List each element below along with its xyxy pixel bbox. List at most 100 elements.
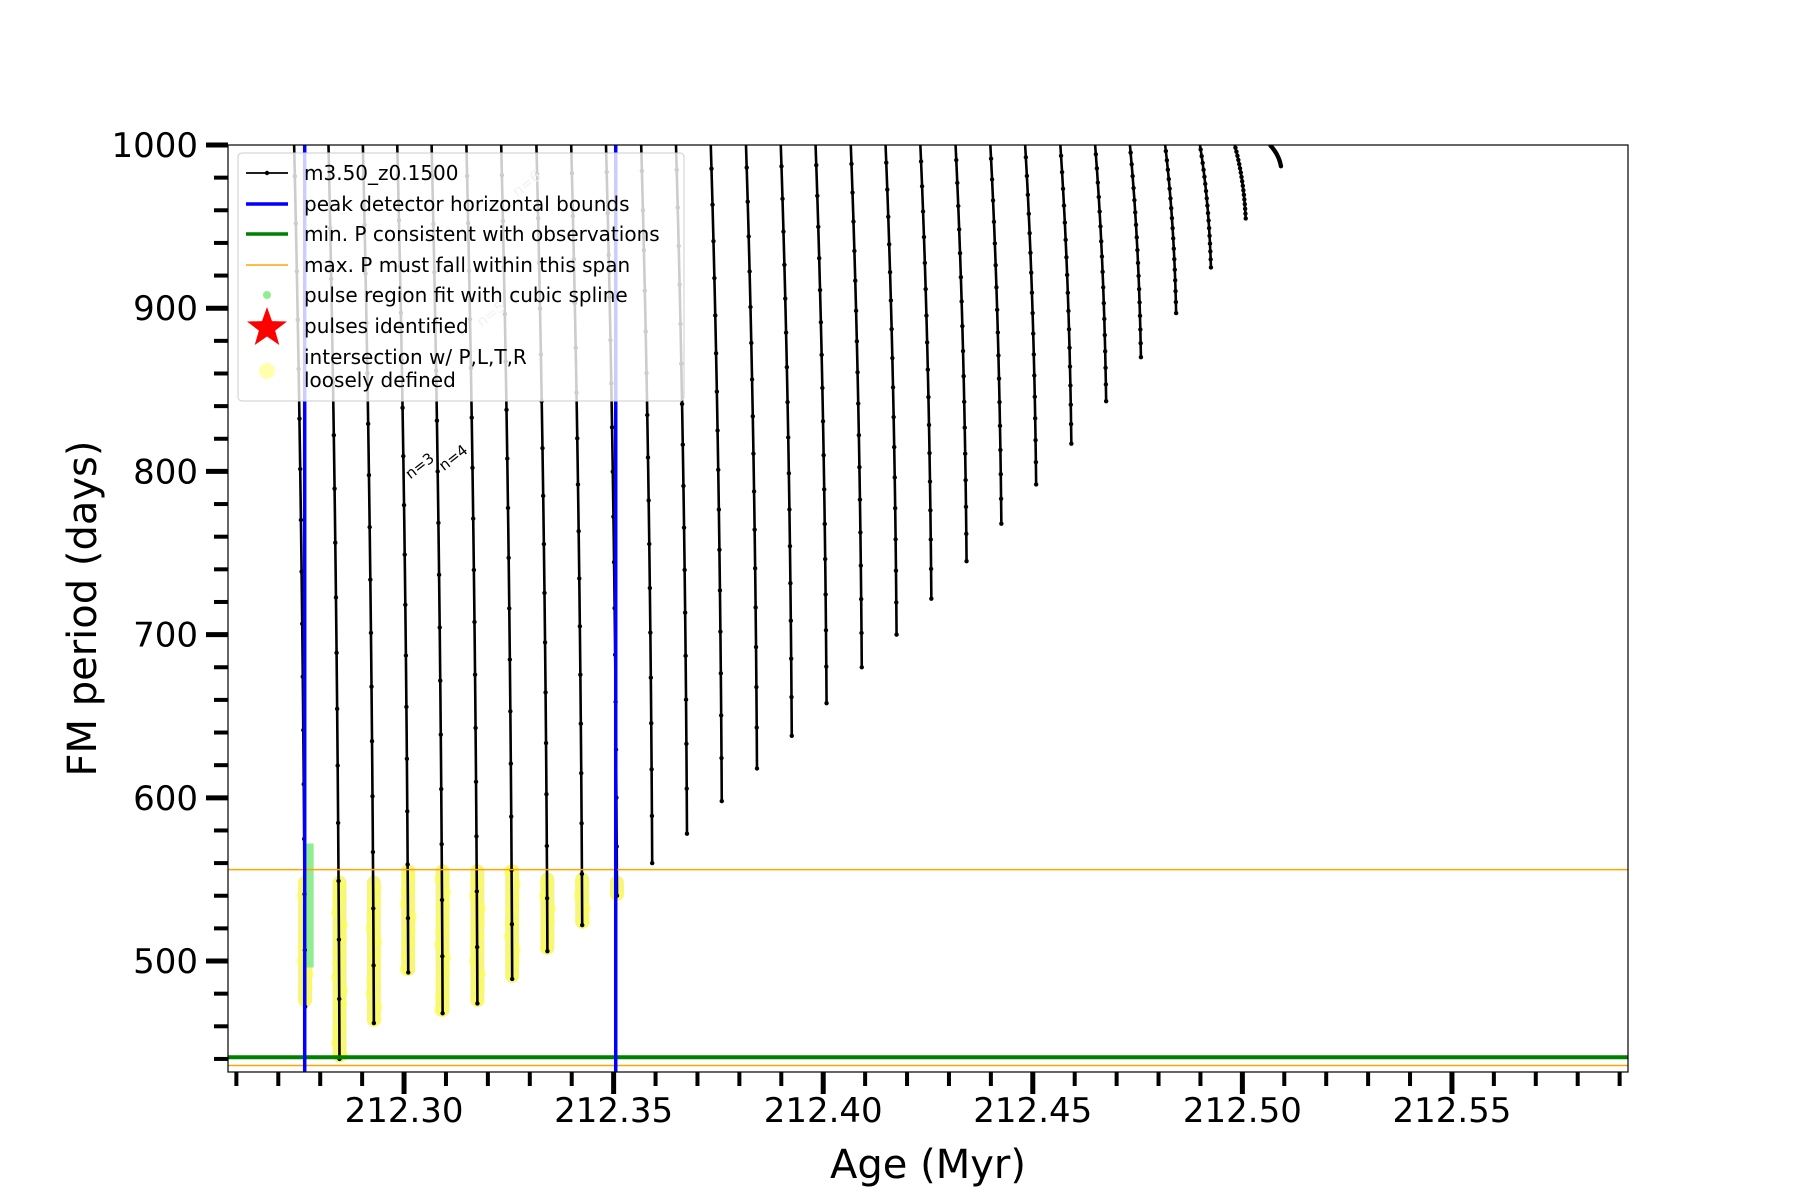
pulse-point xyxy=(683,697,689,702)
pulse-point xyxy=(1202,174,1207,180)
pulse-point xyxy=(1166,176,1171,182)
pulse-point xyxy=(579,922,585,928)
pulse-point xyxy=(1097,209,1102,214)
pulse-point xyxy=(962,399,967,404)
pulse-point xyxy=(336,937,342,942)
pulse-point xyxy=(1268,145,1273,148)
x-tick-label-5: 212.55 xyxy=(1392,1091,1511,1131)
pulse-point xyxy=(816,224,821,230)
pulse-point xyxy=(747,269,752,274)
pulse-point xyxy=(1101,285,1106,290)
pulse-point xyxy=(474,834,479,839)
pulse-point xyxy=(436,520,441,526)
x-tick-label-1: 212.35 xyxy=(554,1091,673,1131)
pulse-point xyxy=(1171,246,1176,251)
pulse-point xyxy=(1138,341,1143,346)
pulse-point xyxy=(859,630,864,636)
pulse-point xyxy=(507,606,512,611)
pulse-point xyxy=(824,664,829,669)
pulse-point xyxy=(1239,174,1244,180)
pulse-point xyxy=(438,732,443,737)
pulse-point xyxy=(1170,226,1175,231)
pulse-point xyxy=(609,425,615,430)
pulse-point xyxy=(577,624,583,629)
pulse-point xyxy=(371,906,376,911)
pulse-point xyxy=(400,405,405,410)
pulse-point xyxy=(894,600,899,605)
pulse-point xyxy=(822,487,827,492)
intersection-point xyxy=(334,918,348,932)
pulse-point xyxy=(858,530,863,535)
pulse-point xyxy=(924,340,930,345)
pulse-point xyxy=(715,428,720,433)
pulse-point xyxy=(369,738,375,744)
pulse-point xyxy=(1137,300,1142,305)
pulse-track-17 xyxy=(884,145,898,635)
pulse-point xyxy=(858,596,864,602)
pulse-point xyxy=(1234,149,1239,154)
pulse-point xyxy=(1168,196,1173,201)
pulse-point xyxy=(508,709,513,714)
pulse-point xyxy=(406,970,411,975)
pulse-point xyxy=(1172,267,1177,272)
pulse-point xyxy=(1208,257,1213,262)
pulse-point xyxy=(1135,247,1140,253)
pulse-point xyxy=(542,640,548,645)
pulse-point xyxy=(888,298,894,303)
pulse-point xyxy=(1163,148,1169,154)
pulse-point xyxy=(647,541,652,547)
pulse-point xyxy=(922,260,928,266)
pulse-point xyxy=(474,889,480,894)
pulse-point xyxy=(923,286,928,292)
pulse-point xyxy=(823,592,828,597)
pulse-point xyxy=(892,444,897,450)
pulse-point xyxy=(996,376,1002,381)
pulse-point xyxy=(961,374,966,379)
pulse-track-14 xyxy=(779,145,794,736)
pulse-point xyxy=(1069,441,1074,446)
pulse-point xyxy=(1241,192,1247,198)
pulse-point xyxy=(817,287,823,293)
pulse-point xyxy=(402,552,407,557)
x-tick-label-2: 212.40 xyxy=(764,1091,883,1131)
pulse-point xyxy=(578,721,584,726)
pulse-point xyxy=(816,256,822,261)
pulse-point xyxy=(1024,173,1030,179)
pulse-point xyxy=(819,352,824,358)
pulse-point xyxy=(921,234,927,240)
pulse-point xyxy=(955,180,960,186)
pulse-point xyxy=(924,313,929,318)
pulse-point xyxy=(470,465,475,470)
pulse-point xyxy=(646,498,651,503)
pulse-point xyxy=(1173,288,1178,294)
pulse-point xyxy=(885,187,890,192)
intersection-point xyxy=(472,967,486,981)
pulse-point xyxy=(369,684,374,689)
intersection-point xyxy=(506,890,520,904)
pulse-point xyxy=(647,585,653,591)
pulse-point xyxy=(1102,349,1108,354)
legend-label-3: max. P must fall within this span xyxy=(304,253,630,277)
pulse-point xyxy=(1099,254,1105,259)
intersection-point xyxy=(330,970,344,984)
pulse-point xyxy=(579,770,584,776)
pulse-point xyxy=(649,860,655,866)
legend-label-5: pulses identified xyxy=(304,314,469,338)
pulse-point xyxy=(788,656,794,661)
pulse-point xyxy=(335,820,341,826)
pulse-point xyxy=(786,435,791,440)
pulse-point xyxy=(404,704,409,710)
pulse-point xyxy=(437,625,442,630)
pulse-point xyxy=(333,595,339,600)
pulse-point xyxy=(1103,365,1108,370)
pulse-point xyxy=(1068,421,1074,427)
y-tick-label-4: 900 xyxy=(133,289,198,329)
pulse-point xyxy=(889,326,894,332)
pulse-point xyxy=(994,285,999,290)
pulse-point xyxy=(989,177,995,182)
pulse-point xyxy=(1027,231,1032,236)
pulse-point xyxy=(575,482,581,487)
pulse-point xyxy=(1058,153,1064,158)
pulse-track-18 xyxy=(919,145,933,599)
pulse-point xyxy=(1133,210,1138,215)
